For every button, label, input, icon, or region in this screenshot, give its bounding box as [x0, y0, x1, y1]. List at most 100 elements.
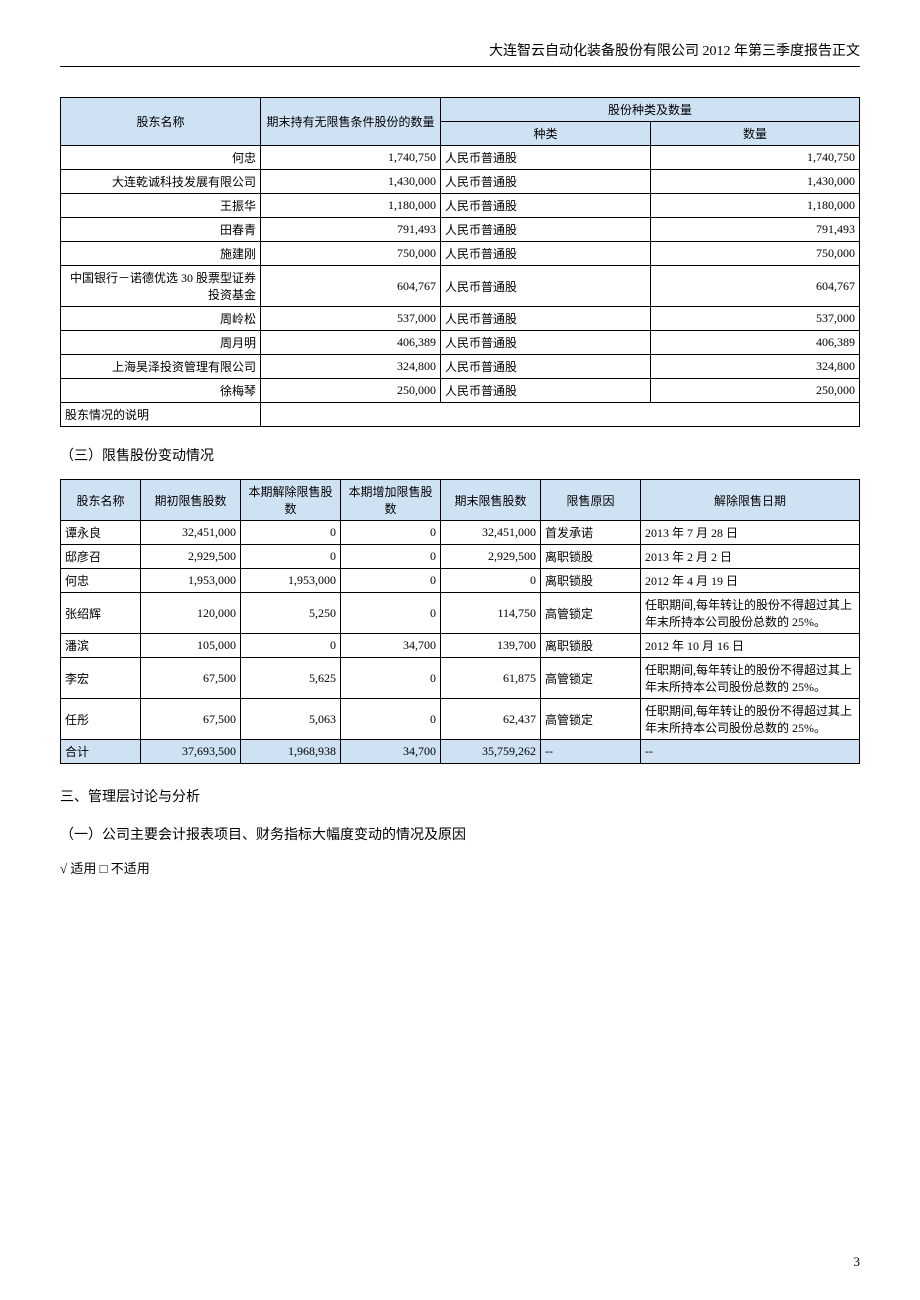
table-row: 大连乾诚科技发展有限公司1,430,000人民币普通股1,430,000 [61, 170, 860, 194]
cell-name: 中国银行－诺德优选 30 股票型证券投资基金 [61, 266, 261, 307]
cell-unres: 604,767 [261, 266, 441, 307]
cell-added: 0 [341, 545, 441, 569]
total-added: 34,700 [341, 740, 441, 764]
cell-released: 0 [241, 521, 341, 545]
table-row: 谭永良32,451,0000032,451,000首发承诺2013 年 7 月 … [61, 521, 860, 545]
cell-begin: 2,929,500 [141, 545, 241, 569]
cell-released: 0 [241, 634, 341, 658]
total-begin: 37,693,500 [141, 740, 241, 764]
cell-date: 任职期间,每年转让的股份不得超过其上年末所持本公司股份总数的 25%。 [641, 658, 860, 699]
table-row: 潘滨105,000034,700139,700离职锁股2012 年 10 月 1… [61, 634, 860, 658]
total-name: 合计 [61, 740, 141, 764]
cell-name: 何忠 [61, 569, 141, 593]
cell-qty: 324,800 [651, 355, 860, 379]
cell-qty: 1,740,750 [651, 146, 860, 170]
cell-date: 2013 年 7 月 28 日 [641, 521, 860, 545]
cell-reason: 高管锁定 [541, 658, 641, 699]
table-row: 王振华1,180,000人民币普通股1,180,000 [61, 194, 860, 218]
cell-unres: 791,493 [261, 218, 441, 242]
cell-qty: 791,493 [651, 218, 860, 242]
cell-begin: 32,451,000 [141, 521, 241, 545]
total-end: 35,759,262 [441, 740, 541, 764]
cell-added: 0 [341, 699, 441, 740]
cell-added: 0 [341, 658, 441, 699]
cell-unres: 537,000 [261, 307, 441, 331]
cell-released: 5,625 [241, 658, 341, 699]
table-total-row: 合计 37,693,500 1,968,938 34,700 35,759,26… [61, 740, 860, 764]
section-big3: 三、管理层讨论与分析 [60, 786, 860, 806]
cell-reason: 离职锁股 [541, 545, 641, 569]
cell-qty: 1,430,000 [651, 170, 860, 194]
cell-name: 李宏 [61, 658, 141, 699]
cell-added: 0 [341, 569, 441, 593]
cell-qty: 750,000 [651, 242, 860, 266]
cell-type: 人民币普通股 [441, 218, 651, 242]
cell-name: 田春青 [61, 218, 261, 242]
page-header: 大连智云自动化装备股份有限公司 2012 年第三季度报告正文 [60, 40, 860, 67]
cell-qty: 406,389 [651, 331, 860, 355]
th-qty: 数量 [651, 122, 860, 146]
table-header-row: 股东名称 期末持有无限售条件股份的数量 股份种类及数量 [61, 98, 860, 122]
cell-reason: 首发承诺 [541, 521, 641, 545]
shareholders-table: 股东名称 期末持有无限售条件股份的数量 股份种类及数量 种类 数量 何忠1,74… [60, 97, 860, 427]
th-begin: 期初限售股数 [141, 480, 241, 521]
restricted-shares-table: 股东名称 期初限售股数 本期解除限售股数 本期增加限售股数 期末限售股数 限售原… [60, 479, 860, 764]
cell-name: 施建刚 [61, 242, 261, 266]
total-released: 1,968,938 [241, 740, 341, 764]
table-row: 张绍辉120,0005,2500114,750高管锁定任职期间,每年转让的股份不… [61, 593, 860, 634]
table-row: 徐梅琴250,000人民币普通股250,000 [61, 379, 860, 403]
cell-added: 0 [341, 521, 441, 545]
total-reason: -- [541, 740, 641, 764]
cell-date: 任职期间,每年转让的股份不得超过其上年末所持本公司股份总数的 25%。 [641, 699, 860, 740]
page-number: 3 [854, 1254, 861, 1270]
note-value [261, 403, 860, 427]
table-row: 何忠1,953,0001,953,00000离职锁股2012 年 4 月 19 … [61, 569, 860, 593]
cell-unres: 750,000 [261, 242, 441, 266]
cell-date: 2012 年 4 月 19 日 [641, 569, 860, 593]
cell-reason: 离职锁股 [541, 569, 641, 593]
cell-name: 上海昊泽投资管理有限公司 [61, 355, 261, 379]
cell-type: 人民币普通股 [441, 307, 651, 331]
table-row: 周月明406,389人民币普通股406,389 [61, 331, 860, 355]
table-header-row: 股东名称 期初限售股数 本期解除限售股数 本期增加限售股数 期末限售股数 限售原… [61, 480, 860, 521]
table-row: 李宏67,5005,625061,875高管锁定任职期间,每年转让的股份不得超过… [61, 658, 860, 699]
cell-unres: 324,800 [261, 355, 441, 379]
cell-unres: 250,000 [261, 379, 441, 403]
cell-reason: 高管锁定 [541, 593, 641, 634]
cell-released: 5,063 [241, 699, 341, 740]
cell-type: 人民币普通股 [441, 355, 651, 379]
note-label: 股东情况的说明 [61, 403, 261, 427]
cell-name: 谭永良 [61, 521, 141, 545]
cell-type: 人民币普通股 [441, 146, 651, 170]
cell-end: 0 [441, 569, 541, 593]
th-unres: 期末持有无限售条件股份的数量 [261, 98, 441, 146]
th-added: 本期增加限售股数 [341, 480, 441, 521]
table-row: 中国银行－诺德优选 30 股票型证券投资基金604,767人民币普通股604,7… [61, 266, 860, 307]
cell-end: 139,700 [441, 634, 541, 658]
cell-qty: 1,180,000 [651, 194, 860, 218]
cell-name: 任彤 [61, 699, 141, 740]
table-note-row: 股东情况的说明 [61, 403, 860, 427]
section-big3-1: （一）公司主要会计报表项目、财务指标大幅度变动的情况及原因 [60, 824, 860, 844]
cell-name: 张绍辉 [61, 593, 141, 634]
cell-unres: 1,180,000 [261, 194, 441, 218]
section-3-title: （三）限售股份变动情况 [60, 445, 860, 465]
cell-end: 2,929,500 [441, 545, 541, 569]
cell-date: 2013 年 2 月 2 日 [641, 545, 860, 569]
cell-begin: 67,500 [141, 699, 241, 740]
cell-end: 114,750 [441, 593, 541, 634]
applicable-text: √ 适用 □ 不适用 [60, 858, 860, 877]
cell-type: 人民币普通股 [441, 266, 651, 307]
cell-begin: 1,953,000 [141, 569, 241, 593]
cell-released: 0 [241, 545, 341, 569]
cell-type: 人民币普通股 [441, 379, 651, 403]
cell-released: 1,953,000 [241, 569, 341, 593]
th-date: 解除限售日期 [641, 480, 860, 521]
cell-type: 人民币普通股 [441, 170, 651, 194]
cell-reason: 离职锁股 [541, 634, 641, 658]
cell-end: 32,451,000 [441, 521, 541, 545]
th-name: 股东名称 [61, 98, 261, 146]
cell-begin: 120,000 [141, 593, 241, 634]
cell-unres: 1,430,000 [261, 170, 441, 194]
cell-name: 王振华 [61, 194, 261, 218]
